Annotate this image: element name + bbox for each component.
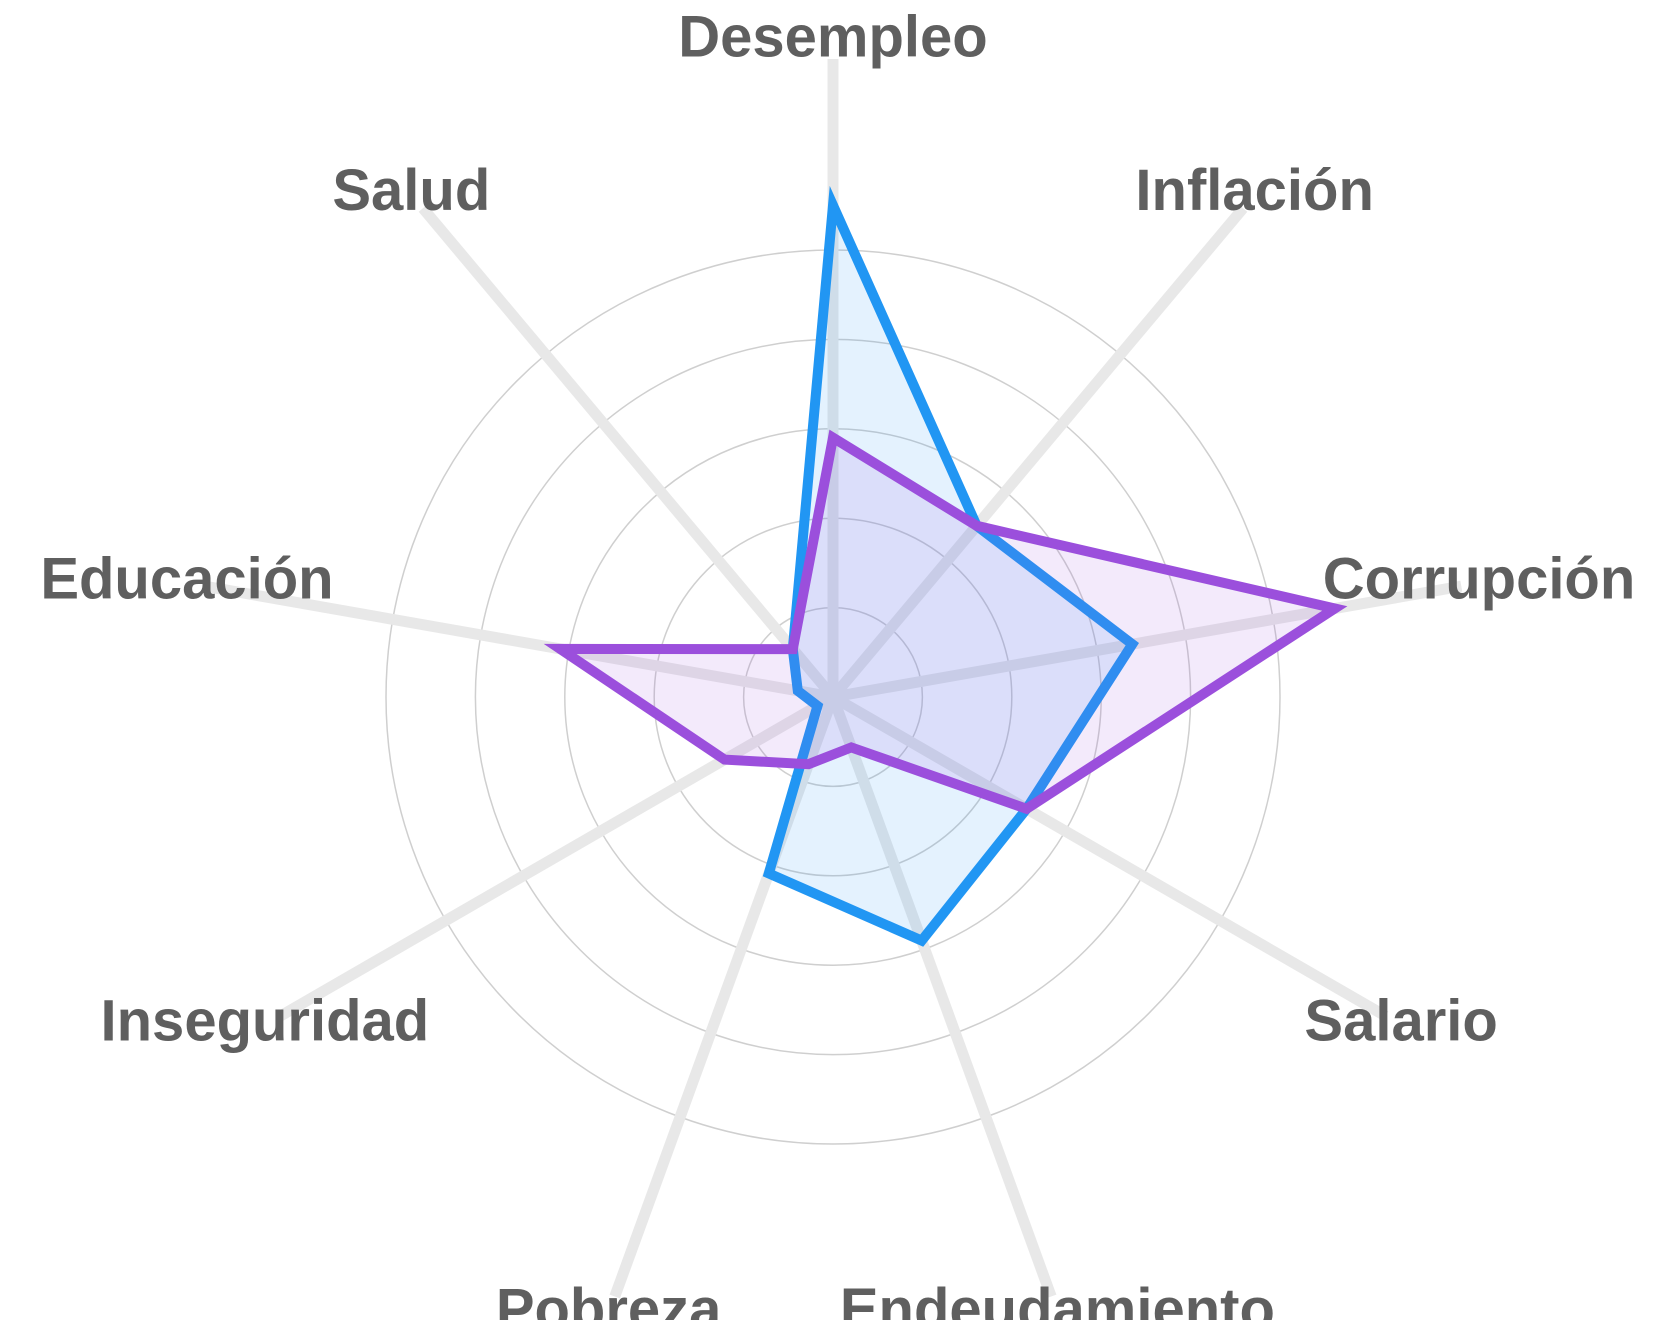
axis-label: Educación [40, 546, 333, 611]
axis-spoke [277, 692, 836, 1021]
axis-spoke [203, 580, 834, 703]
axis-label: Corrupción [1323, 546, 1636, 611]
axis-label: Endeudamiento [840, 1277, 1275, 1320]
axis-label: Desempleo [678, 4, 987, 69]
axis-spoke [418, 204, 838, 701]
axis-spoke [609, 695, 839, 1299]
series-area [543, 429, 1348, 815]
axis-spoke [828, 204, 1248, 701]
axis-spoke [830, 692, 1389, 1021]
axis-label: Salario [1304, 988, 1497, 1053]
axis-label: Inseguridad [101, 988, 430, 1053]
axis-spoke [832, 580, 1463, 703]
axis-label: Inflación [1135, 158, 1373, 223]
series-area [762, 185, 1140, 947]
axis-label: Pobreza [496, 1277, 722, 1320]
axis-label: Salud [332, 158, 490, 223]
axis-spoke [827, 695, 1057, 1299]
